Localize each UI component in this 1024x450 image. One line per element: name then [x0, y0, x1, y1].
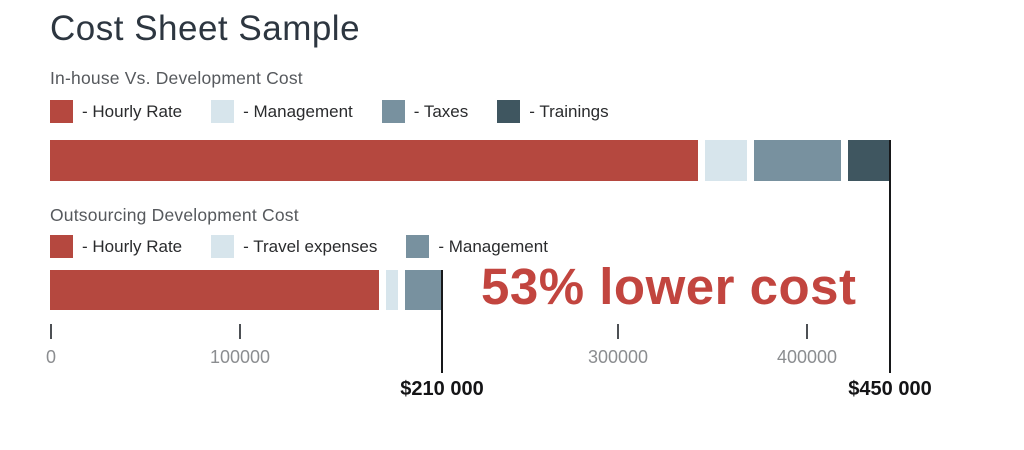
legend-label-taxes: - Taxes — [413, 101, 469, 121]
legend-swatch-hourly-rate — [50, 235, 73, 258]
legend-item-management: - Management — [211, 100, 353, 123]
total-line-outsourcing — [441, 270, 443, 373]
legend-outsourcing: - Hourly Rate - Travel expenses - Manageme… — [50, 235, 548, 258]
bar-segment-trainings — [848, 140, 891, 181]
bar-segment-management — [704, 140, 747, 181]
axis-tick-label-0: 0 — [45, 347, 57, 367]
legend-swatch-management — [406, 235, 430, 258]
legend-item-travel-expenses: - Travel expenses — [211, 235, 377, 258]
legend-label-hourly-rate: - Hourly Rate — [82, 236, 183, 256]
bar-inhouse — [50, 140, 891, 181]
bar-segment-hourly-rate — [50, 270, 379, 310]
axis-tick-label-300000: 300000 — [587, 347, 649, 367]
legend-label-management: - Management — [243, 101, 353, 121]
legend-label-travel-expenses: - Travel expenses — [243, 236, 378, 256]
bar-segment-management — [404, 270, 442, 310]
chart-subtitle-outsourcing: Outsourcing Development Cost — [50, 205, 299, 225]
legend-label-trainings: - Trainings — [529, 101, 609, 121]
total-line-inhouse — [889, 140, 891, 373]
axis-tick-400000 — [806, 324, 808, 339]
legend-swatch-trainings — [497, 100, 521, 123]
legend-swatch-management — [211, 100, 235, 123]
legend-inhouse: - Hourly Rate - Management - Taxes - Traini… — [50, 100, 609, 123]
total-label-inhouse: $450 000 — [848, 378, 932, 400]
legend-item-hourly-rate: - Hourly Rate — [50, 100, 182, 123]
total-label-outsourcing: $210 000 — [400, 378, 484, 400]
axis-tick-100000 — [239, 324, 241, 339]
bar-segment-taxes — [753, 140, 842, 181]
legend-item-hourly-rate: - Hourly Rate — [50, 235, 182, 258]
legend-label-hourly-rate: - Hourly Rate — [82, 101, 183, 121]
legend-swatch-hourly-rate — [50, 100, 73, 123]
page-title: Cost Sheet Sample — [50, 9, 361, 48]
legend-item-trainings: - Trainings — [497, 100, 609, 123]
legend-swatch-travel-expenses — [211, 235, 235, 258]
legend-label-management: - Management — [438, 236, 548, 256]
legend-swatch-taxes — [381, 100, 405, 123]
bar-segment-travel-expenses — [385, 270, 398, 310]
legend-item-management: - Management — [406, 235, 548, 258]
axis-tick-label-100000: 100000 — [209, 347, 271, 367]
axis-tick-300000 — [617, 324, 619, 339]
bar-outsourcing — [50, 270, 442, 310]
chart-subtitle-inhouse: In-house Vs. Development Cost — [50, 68, 303, 88]
axis-tick-0 — [50, 324, 52, 339]
bar-segment-hourly-rate — [50, 140, 698, 181]
savings-callout-text: 53% lower cost — [481, 258, 857, 315]
legend-item-taxes: - Taxes — [381, 100, 469, 123]
axis-tick-label-400000: 400000 — [776, 347, 838, 367]
